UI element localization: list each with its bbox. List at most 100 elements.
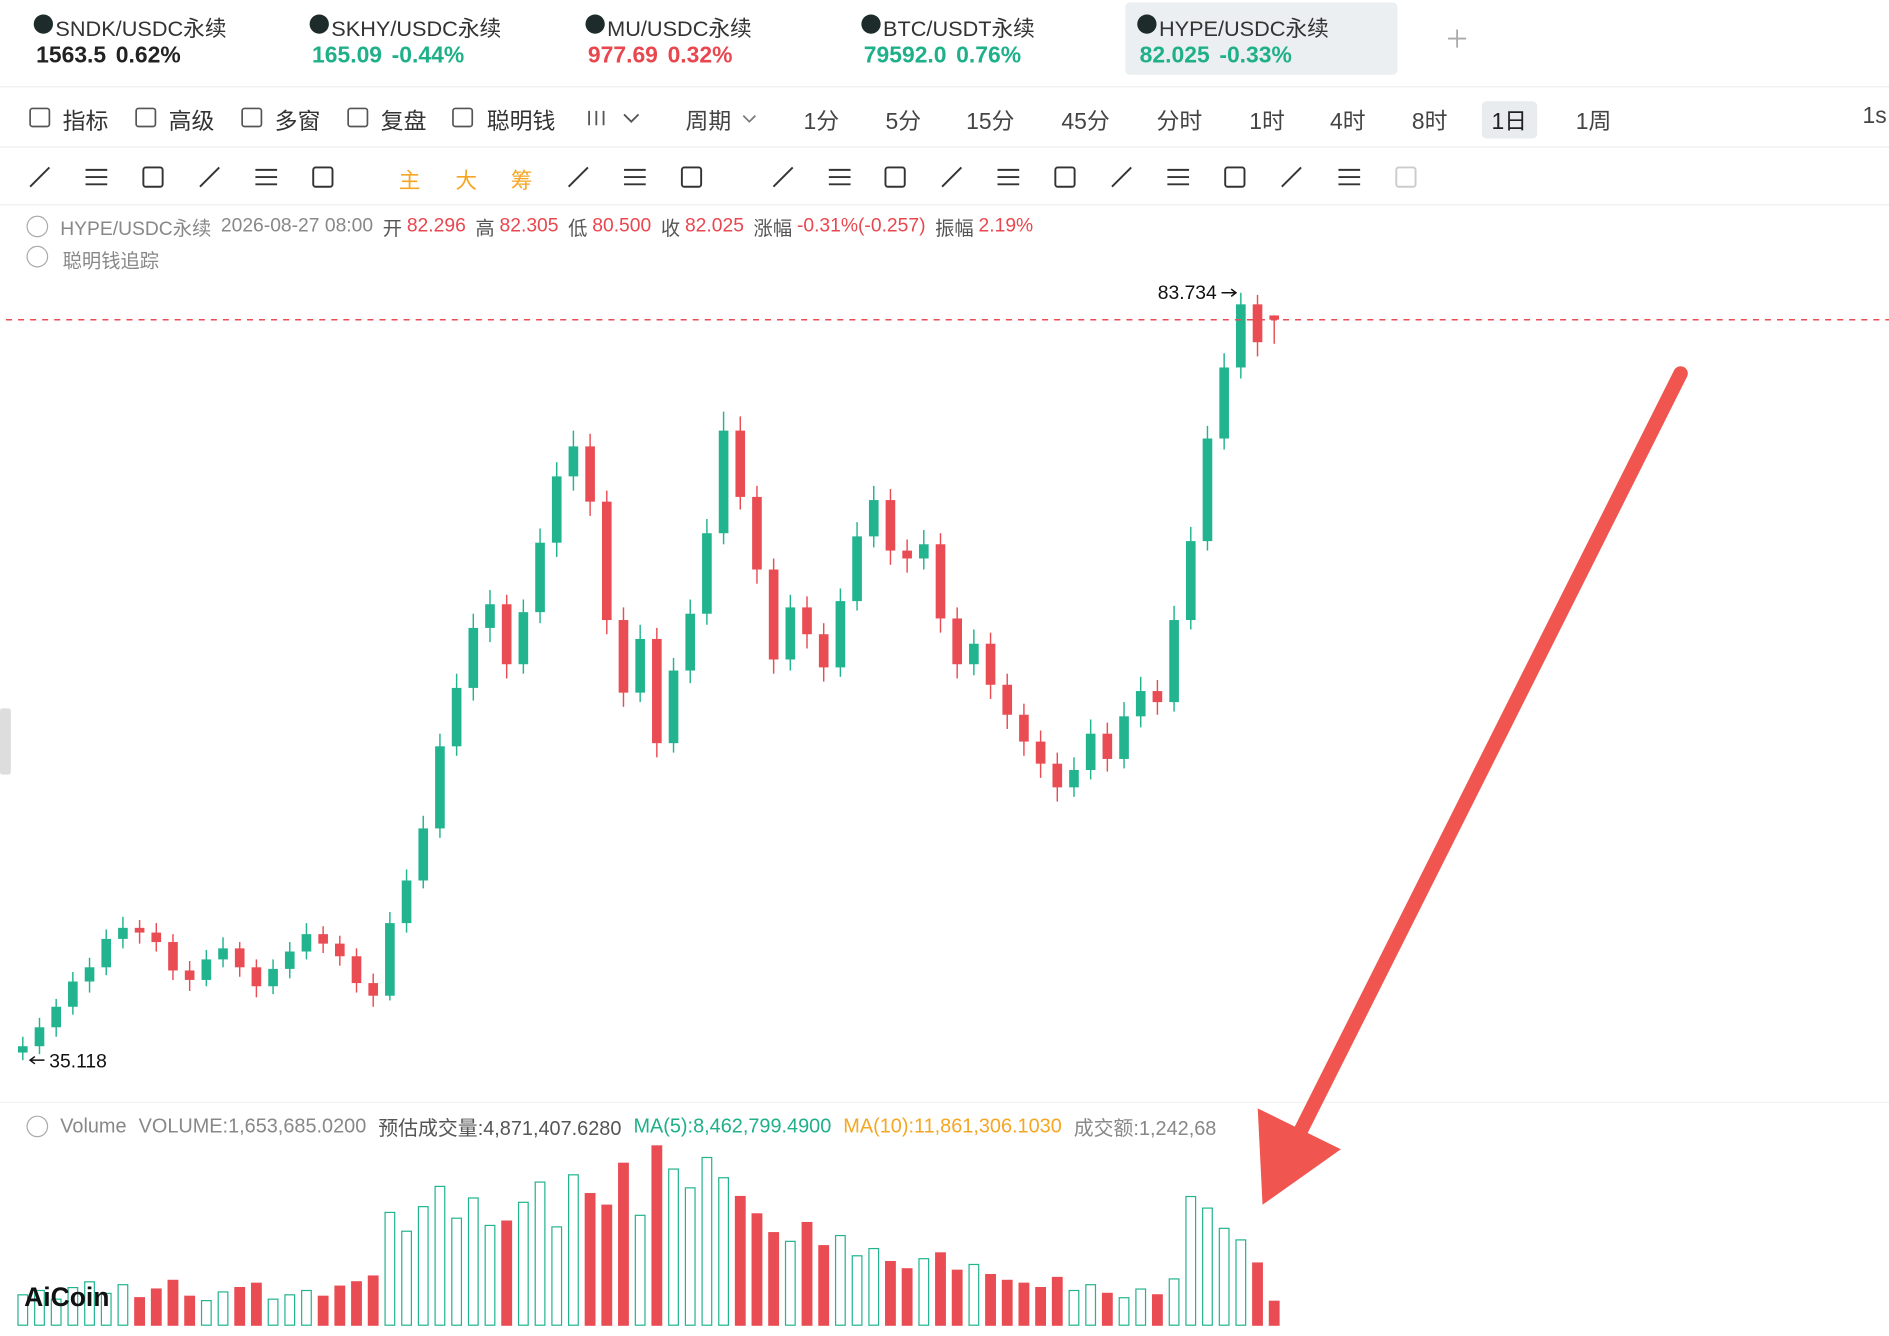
volume-bar: [1018, 1282, 1030, 1326]
period[interactable]: 5分: [885, 109, 922, 135]
candle-body: [802, 607, 812, 635]
tab-quote: 79592.0 0.76%: [864, 43, 1021, 70]
chart-tool[interactable]: 筹: [510, 168, 533, 193]
candle-body: [451, 687, 462, 747]
toolbar-item[interactable]: 多窗: [274, 109, 321, 135]
volume-bar: [868, 1247, 880, 1326]
volume-bar: [885, 1260, 896, 1326]
field-value: 82.296: [406, 215, 466, 237]
candle-body: [84, 967, 95, 982]
field-label: 开: [382, 219, 403, 240]
volume-bar: [134, 1297, 146, 1326]
volume-bar: [367, 1275, 379, 1326]
candle-body: [168, 942, 178, 971]
tab[interactable]: SKHY/USDC永续 165.09 -0.44%: [298, 2, 570, 74]
candle-body: [1102, 733, 1113, 759]
candle-body: [718, 430, 729, 534]
volume-bar: [634, 1214, 646, 1326]
timestamp: 2026-08-27 08:00: [220, 215, 374, 237]
symbol: HYPE/USDC永续: [60, 219, 212, 240]
tab-icon: [861, 14, 881, 34]
candle-body: [1169, 620, 1179, 703]
candle-body: [101, 938, 112, 968]
period[interactable]: 8时: [1411, 109, 1448, 135]
volume-bar: [734, 1195, 746, 1326]
candle-body: [435, 746, 445, 829]
volume-bar: [1135, 1288, 1147, 1326]
field-label: 高: [475, 219, 495, 240]
period[interactable]: 1时: [1249, 109, 1285, 135]
candle-body: [685, 613, 696, 671]
volume-bar: [1168, 1278, 1180, 1326]
candle-body: [1152, 691, 1163, 703]
candle-body: [1269, 315, 1280, 320]
tab[interactable]: HYPE/USDC永续 82.025 -0.33%: [1125, 2, 1398, 75]
volume-bar: [17, 1294, 29, 1326]
volume-stat: 预估成交量:4,871,407.6280: [378, 1117, 622, 1140]
tab-icon: [33, 14, 54, 34]
candle-body: [385, 923, 395, 996]
volume-bar: [567, 1174, 579, 1326]
volume-bar: [818, 1245, 830, 1326]
field-value: 82.305: [499, 215, 559, 237]
tool-icon: [312, 166, 334, 188]
period[interactable]: 1分: [803, 109, 840, 135]
tool-icon: [29, 166, 51, 188]
period[interactable]: 1周: [1575, 109, 1612, 135]
toolbar-item[interactable]: 复盘: [380, 109, 427, 135]
period[interactable]: 45分: [1061, 109, 1110, 135]
period[interactable]: 周期: [685, 109, 732, 135]
tracker-label[interactable]: 聪明钱追踪: [62, 251, 160, 273]
toolbar-icon: [241, 107, 263, 128]
volume-bar: [951, 1269, 963, 1326]
volume-bar: [1268, 1300, 1280, 1326]
toolbar-item[interactable]: 指标: [62, 109, 109, 135]
volume-bar: [317, 1295, 329, 1326]
tool-icon: [624, 168, 646, 186]
candle-body: [268, 968, 278, 987]
period[interactable]: 15分: [966, 109, 1015, 135]
chart-tool[interactable]: 主: [398, 168, 421, 193]
period[interactable]: 1日: [1481, 101, 1537, 139]
volume-bar: [1218, 1227, 1230, 1326]
field-label: 收: [660, 219, 681, 240]
period[interactable]: 1s: [1862, 103, 1887, 129]
candle-body: [1069, 769, 1079, 788]
candle-body: [1119, 716, 1129, 759]
field-value: 82.025: [684, 215, 744, 237]
candle-body: [335, 943, 345, 957]
candle-body: [668, 670, 679, 744]
volume-bar: [618, 1162, 629, 1326]
field-label: 低: [568, 219, 588, 240]
candle-body: [985, 643, 996, 685]
volume-bar: [150, 1288, 162, 1326]
volume-bar: [601, 1204, 613, 1326]
volume-bar: [1118, 1297, 1130, 1326]
tab[interactable]: MU/USDC永续 977.69 0.32%: [573, 2, 845, 74]
candle-body: [568, 446, 579, 477]
side-handle[interactable]: [0, 708, 11, 775]
tab-price: 79592.0: [863, 43, 947, 69]
volume-bar: [985, 1273, 996, 1326]
volume-bar: [834, 1234, 846, 1326]
volume-bar: [451, 1217, 463, 1326]
volume-bar: [1001, 1279, 1013, 1326]
period[interactable]: 分时: [1156, 109, 1203, 135]
toolbar-icon: [347, 107, 369, 128]
tab[interactable]: BTC/USDT永续 79592.0 0.76%: [849, 2, 1121, 74]
volume-bar: [1202, 1207, 1213, 1326]
toolbar-item[interactable]: 高级: [168, 109, 215, 135]
period[interactable]: 4时: [1330, 109, 1366, 135]
tool-icon: [1281, 166, 1302, 188]
volume-stat: MA(10):11,861,306.1030: [843, 1114, 1062, 1137]
candle-body: [401, 880, 412, 924]
candle-body: [952, 618, 962, 665]
volume-bar: [901, 1268, 913, 1326]
chart-tool[interactable]: 大: [455, 168, 478, 193]
tab[interactable]: SNDK/USDC永续 1563.5 0.62%: [22, 2, 294, 74]
candle-body: [818, 634, 829, 668]
toolbar-item[interactable]: 聪明钱: [486, 109, 556, 135]
tool-icon: [828, 168, 851, 186]
field-label: 振幅: [935, 219, 974, 240]
